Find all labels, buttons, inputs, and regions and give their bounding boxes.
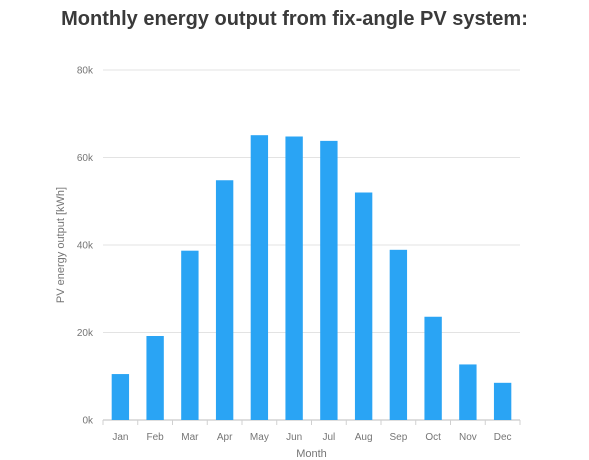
- x-tick-label: Oct: [425, 432, 441, 443]
- x-tick-label: Sep: [389, 432, 407, 443]
- y-tick-label: 40k: [77, 241, 94, 252]
- y-tick-label: 0k: [82, 416, 94, 427]
- x-tick-label: Jun: [286, 432, 302, 443]
- bar-jan[interactable]: [111, 374, 130, 420]
- bar-dec[interactable]: [493, 382, 512, 420]
- bar-oct[interactable]: [424, 316, 442, 420]
- x-tick-label: Aug: [355, 432, 373, 443]
- x-tick-label: Jan: [112, 432, 128, 443]
- y-tick-label: 80k: [77, 66, 94, 77]
- bars: [111, 135, 512, 421]
- bar-mar[interactable]: [181, 250, 199, 420]
- bar-aug[interactable]: [354, 192, 373, 421]
- y-axis-ticks: 0k 20k 40k 60k 80k: [77, 66, 94, 427]
- bar-feb[interactable]: [146, 336, 164, 420]
- x-tick-label: Apr: [217, 432, 233, 443]
- x-tick-label: May: [250, 432, 269, 443]
- bar-may[interactable]: [250, 135, 269, 420]
- bar-jun[interactable]: [285, 136, 303, 421]
- x-axis-ticks: Jan Feb Mar Apr May Jun Jul Aug Sep Oct Nov Dec: [102, 420, 521, 443]
- x-tick-label: Jul: [322, 432, 335, 443]
- bar-apr[interactable]: [215, 180, 234, 420]
- y-tick-label: 20k: [77, 328, 94, 339]
- x-tick-label: Feb: [147, 432, 165, 443]
- x-tick-label: Dec: [494, 432, 512, 443]
- y-axis-title: PV energy output [kWh]: [55, 187, 67, 303]
- y-tick-label: 60k: [77, 153, 94, 164]
- chart-title: Monthly energy output from fix-angle PV …: [61, 8, 528, 30]
- x-tick-label: Nov: [459, 432, 477, 443]
- bar-nov[interactable]: [459, 364, 477, 420]
- x-tick-label: Mar: [181, 432, 199, 443]
- bar-jul[interactable]: [320, 140, 338, 420]
- grid-lines: [103, 69, 520, 421]
- x-axis-title: Month: [296, 448, 327, 460]
- bar-sep[interactable]: [389, 249, 408, 420]
